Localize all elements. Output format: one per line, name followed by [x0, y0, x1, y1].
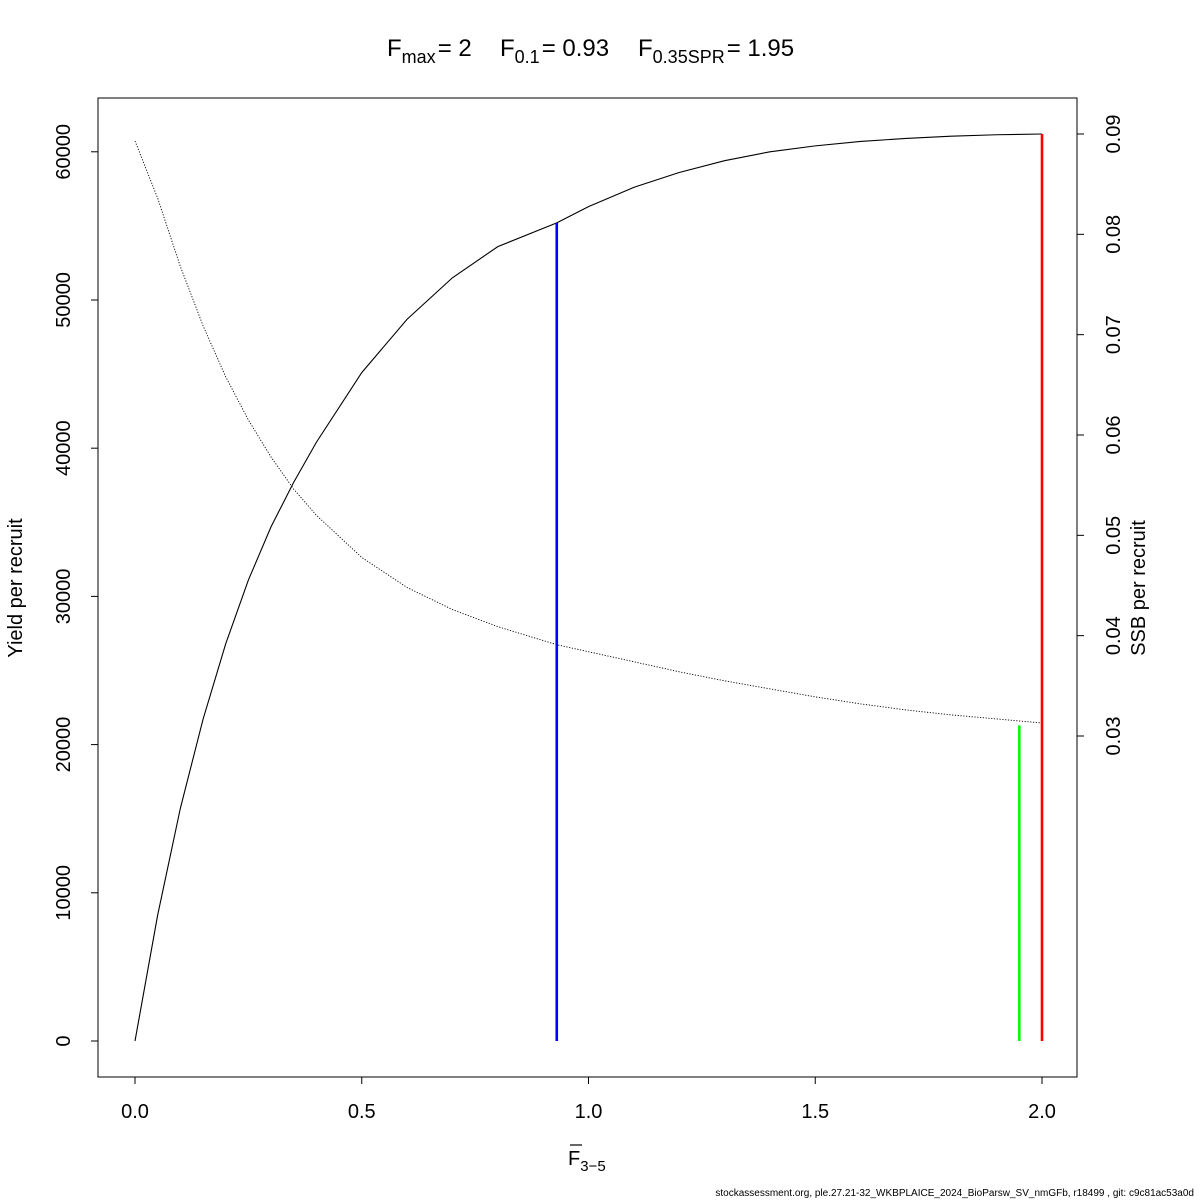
ssb-per-recruit-line	[134, 140, 1043, 724]
title-f01-sub: 0.1	[515, 47, 540, 67]
title-fmax-sub: max	[402, 47, 436, 67]
y-tick-label: 20000	[53, 717, 75, 773]
title-fmax: Fmax= 2	[387, 35, 472, 67]
title-fmax-value: = 2	[438, 35, 472, 62]
y-tick-label: 30000	[53, 569, 75, 625]
y2-tick-label: 0.09	[1103, 115, 1125, 154]
x-tick-label: 0.5	[348, 1101, 376, 1123]
chart-title: Fmax= 2 F0.1= 0.93 F0.35SPR= 1.95	[387, 35, 794, 67]
y-axis-left: 0 10000 20000 30000 40000 50000 60000	[53, 124, 99, 1047]
title-fspr-value: = 1.95	[727, 35, 794, 62]
footer-note: stockassessment.org, ple.27.21-32_WKBPLA…	[715, 1188, 1194, 1199]
y-tick-label: 50000	[53, 272, 75, 328]
y2-tick-label: 0.07	[1103, 315, 1125, 354]
series-layer	[134, 133, 1043, 1042]
y2-axis-label: SSB per recruit	[1128, 520, 1150, 656]
title-f01-value: = 0.93	[542, 35, 609, 62]
y-axis-label: Yield per recruit	[5, 518, 27, 658]
x-axis-label: F3−5	[568, 1148, 606, 1175]
x-tick-label: 0.0	[121, 1101, 149, 1123]
title-f01: F0.1= 0.93	[500, 35, 609, 67]
x-tick-label: 2.0	[1028, 1101, 1056, 1123]
y-tick-label: 0	[53, 1035, 75, 1046]
x-axis: 0.0 0.5 1.0 1.5 2.0	[121, 1076, 1056, 1123]
y2-tick-label: 0.08	[1103, 215, 1125, 254]
y2-tick-label: 0.05	[1103, 516, 1125, 555]
y2-tick-label: 0.04	[1103, 616, 1125, 655]
plot-frame	[97, 97, 1078, 1078]
y-axis-right: 0.03 0.04 0.05 0.06 0.07 0.08 0.09	[1076, 115, 1125, 756]
title-fspr-sub: 0.35SPR	[653, 47, 725, 67]
yield-per-recruit-line	[134, 133, 1043, 1042]
y-tick-label: 40000	[53, 420, 75, 476]
x-tick-label: 1.5	[801, 1101, 829, 1123]
reference-lines	[555, 134, 1044, 1041]
y-tick-label: 60000	[53, 124, 75, 180]
y2-tick-label: 0.06	[1103, 416, 1125, 455]
y-tick-label: 10000	[53, 865, 75, 921]
y2-tick-label: 0.03	[1103, 717, 1125, 756]
title-fspr: F0.35SPR= 1.95	[638, 35, 794, 67]
x-tick-label: 1.0	[575, 1101, 603, 1123]
